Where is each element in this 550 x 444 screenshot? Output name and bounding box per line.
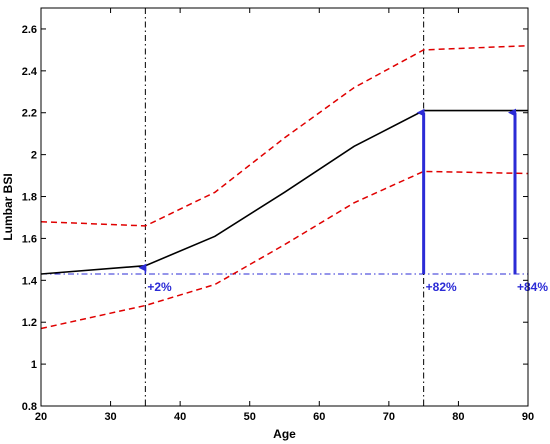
x-tick-label: 40 xyxy=(174,411,186,423)
y-tick-label: 1.2 xyxy=(22,317,37,329)
y-tick-label: 0.8 xyxy=(22,401,37,413)
plot-area: +2% +82% +84% xyxy=(40,8,548,406)
upper-bound-line xyxy=(40,44,529,227)
lower-bound-line xyxy=(40,170,529,330)
x-tick-label: 90 xyxy=(522,411,534,423)
x-tick-label: 60 xyxy=(313,411,325,423)
y-tick-label: 1.8 xyxy=(22,192,37,204)
x-tick-label: 50 xyxy=(244,411,256,423)
axes: 20 30 40 50 60 70 80 90 0.8 1 1.2 1.4 1.6 1.8 2 2.2 2.4 2… xyxy=(22,7,534,423)
plot-frame xyxy=(40,7,529,407)
x-axis-title: Age xyxy=(273,427,296,441)
y-tick-label: 2.4 xyxy=(22,66,38,78)
x-tick-label: 70 xyxy=(383,411,395,423)
y-tick-label: 2.2 xyxy=(22,108,37,120)
y-tick-label: 2 xyxy=(31,150,37,162)
y-axis-title: Lumbar BSI xyxy=(1,173,15,240)
y-tick-label: 1.6 xyxy=(22,233,37,245)
change-label: +2% xyxy=(147,280,172,294)
y-tick-label: 1.4 xyxy=(22,275,38,287)
change-label: +82% xyxy=(426,280,457,294)
mean-line xyxy=(40,109,528,275)
x-tick-label: 20 xyxy=(35,411,47,423)
x-tick-label: 30 xyxy=(104,411,116,423)
change-label: +84% xyxy=(517,280,548,294)
y-tick-label: 2.6 xyxy=(22,24,37,36)
x-tick-label: 80 xyxy=(452,411,464,423)
y-tick-label: 1 xyxy=(31,359,37,371)
